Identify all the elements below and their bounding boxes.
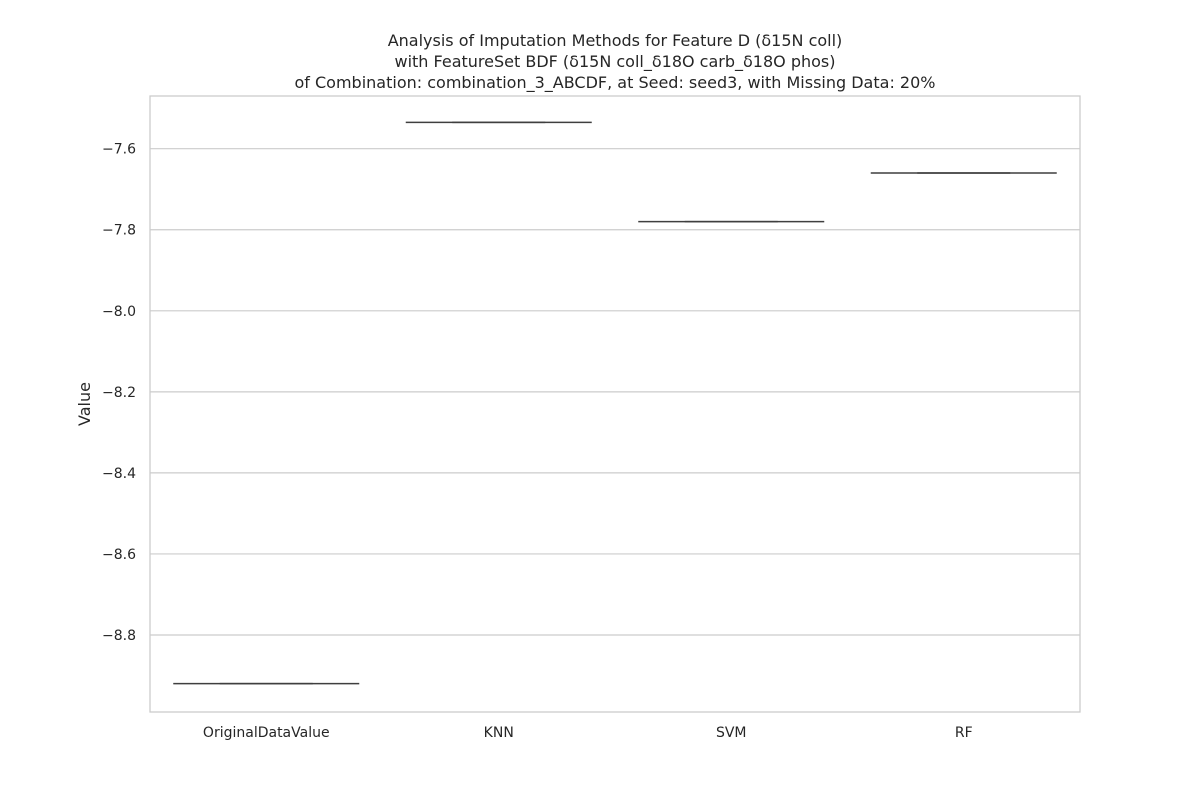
y-tick-label: −7.8 <box>102 223 136 239</box>
chart-title-line-2: with FeatureSet BDF (δ15N coll_δ18O carb… <box>394 52 835 72</box>
y-tick-label: −8.4 <box>102 466 136 482</box>
x-tick-label: RF <box>955 725 973 741</box>
box-series <box>173 121 1057 685</box>
y-axis-label: Value <box>75 382 94 426</box>
x-tick-label: OriginalDataValue <box>203 725 330 741</box>
x-tick-label: SVM <box>716 725 747 741</box>
y-tick-labels: −7.6 −7.8 −8.0 −8.2 −8.4 −8.6 −8.8 <box>102 142 136 644</box>
y-tick-label: −8.2 <box>102 385 136 401</box>
chart-title-line-3: of Combination: combination_3_ABCDF, at … <box>295 73 936 93</box>
chart-title: Analysis of Imputation Methods for Featu… <box>295 31 936 93</box>
y-tick-label: −8.8 <box>102 628 136 644</box>
x-tick-labels: OriginalDataValue KNN SVM RF <box>203 725 973 741</box>
y-gridlines <box>150 148 1080 636</box>
y-tick-label: −8.6 <box>102 547 136 563</box>
y-tick-label: −7.6 <box>102 142 136 158</box>
plot-frame <box>149 95 1081 713</box>
chart-title-line-1: Analysis of Imputation Methods for Featu… <box>388 31 843 50</box>
x-tick-label: KNN <box>484 725 514 741</box>
y-tick-label: −8.0 <box>102 304 136 320</box>
